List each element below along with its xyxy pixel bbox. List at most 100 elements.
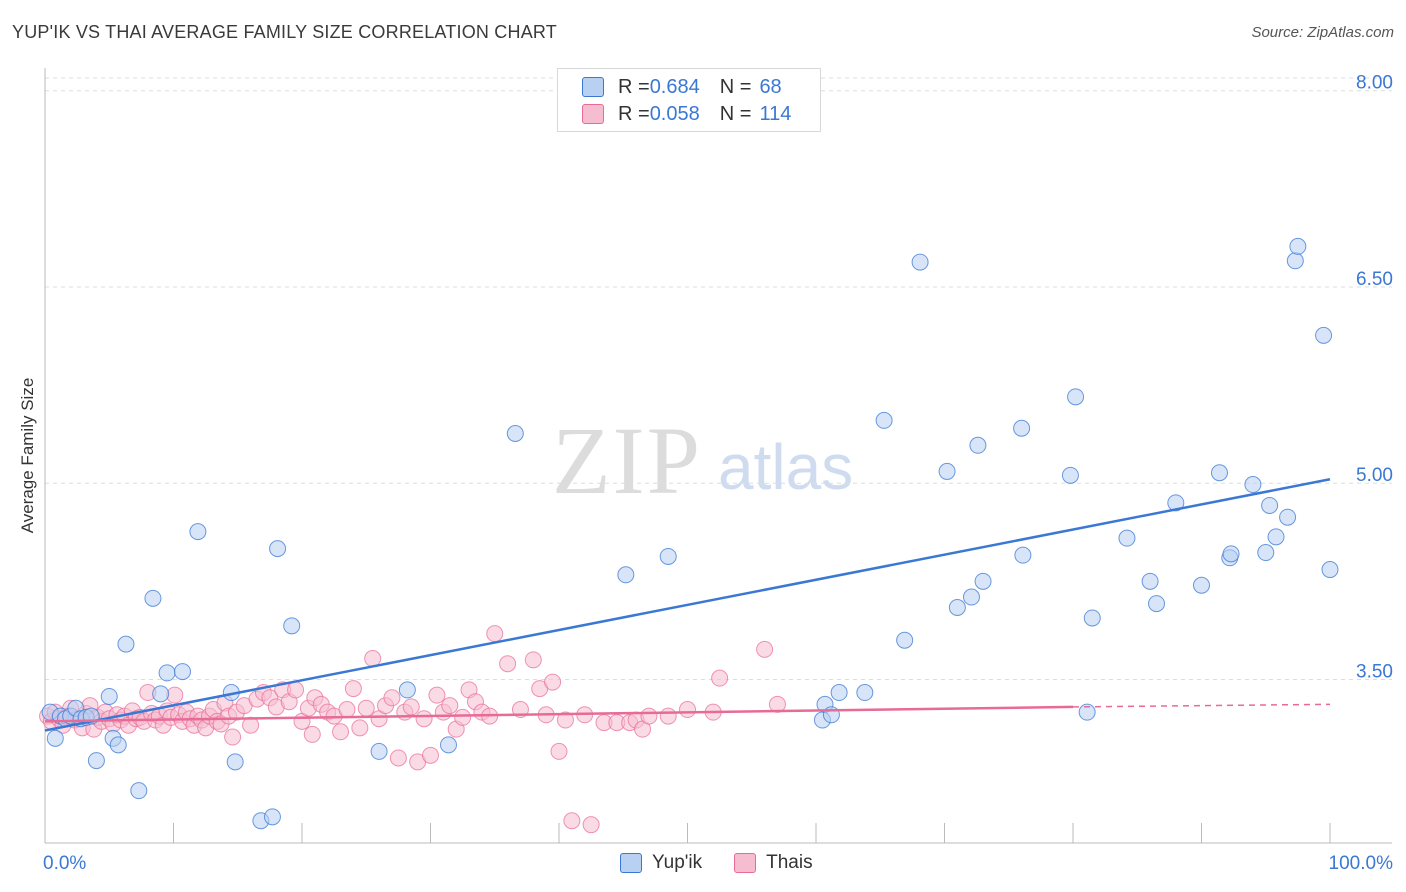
legend-row-thais: R = 0.058 N = 114 (582, 101, 791, 127)
yupik-point (117, 635, 135, 653)
yupik-point (911, 253, 929, 271)
yupik-point (1078, 703, 1096, 721)
yupik-point (152, 685, 170, 703)
yupik-legend-swatch (620, 853, 642, 873)
yupik-point (1286, 252, 1304, 270)
yupik-point (1167, 494, 1185, 512)
thais-point (428, 686, 446, 704)
yupik-swatch (582, 77, 604, 97)
yupik-point (1222, 545, 1240, 563)
trend-lines (44, 478, 1331, 732)
thais-point (224, 728, 242, 746)
yupik-point (856, 684, 874, 702)
yupik-point (1315, 326, 1333, 344)
legend-n-value: 68 (759, 75, 782, 98)
thais-point (524, 651, 542, 669)
thais-point (544, 673, 562, 691)
yupik-point (1244, 476, 1262, 494)
legend-label-thais: Thais (766, 852, 813, 873)
thais-point (303, 725, 321, 743)
yupik-point (1013, 419, 1031, 437)
y-tick-label: 8.00 (1356, 73, 1393, 94)
yupik-point (173, 663, 191, 681)
thais-legend-swatch (734, 853, 757, 873)
correlation-legend: R = 0.684 N = 68 R = 0.058 N = 114 (557, 68, 821, 132)
yupik-point (962, 588, 980, 606)
thais-point (659, 707, 677, 725)
thais-point (640, 707, 658, 725)
yupik-point (226, 753, 244, 771)
thais-point (357, 699, 375, 717)
yupik-point (617, 566, 635, 584)
legend-n-label: N = (719, 75, 752, 98)
thais-point (499, 655, 517, 673)
x-tick-label: 0.0% (43, 853, 86, 874)
watermark-zip: ZIP (552, 407, 702, 514)
thais-point (563, 812, 581, 830)
series-thais (39, 625, 786, 834)
thais-point (287, 681, 305, 699)
yupik-point (830, 684, 848, 702)
series-yupik (41, 237, 1339, 830)
thais-trend-line (44, 705, 1074, 723)
legend-r-value: 0.058 (649, 102, 700, 125)
yupik-point (1279, 508, 1297, 526)
thais-point (556, 711, 574, 729)
thais-point (441, 697, 459, 715)
thais-swatch (582, 104, 604, 124)
legend-n-label: N = (719, 102, 752, 125)
yupik-point (283, 617, 301, 635)
thais-point (344, 680, 362, 698)
yupik-point (969, 436, 987, 454)
series-legend: Yup'ik Thais (620, 852, 845, 874)
thais-point (389, 749, 407, 767)
y-tick-label: 6.50 (1356, 269, 1393, 290)
chart-source: Source: ZipAtlas.com (1251, 24, 1394, 41)
yupik-point (1067, 388, 1085, 406)
yupik-point (144, 589, 162, 607)
legend-item-thais[interactable]: Thais (734, 852, 813, 874)
yupik-point (1148, 595, 1166, 613)
yupik-point (1193, 576, 1210, 594)
yupik-point (87, 752, 105, 770)
legend-item-yupik[interactable]: Yup'ik (620, 852, 702, 874)
x-tick-label: 100.0% (1329, 853, 1394, 874)
thais-point (756, 640, 774, 658)
thais-point (332, 723, 350, 741)
grid-lines (45, 77, 1392, 680)
yupik-point (1257, 544, 1275, 562)
thais-point (351, 719, 369, 737)
thais-point (679, 701, 696, 719)
yupik-point (269, 540, 287, 558)
y-tick-label: 5.00 (1356, 465, 1393, 486)
yupik-trend-line (44, 478, 1331, 732)
watermark-atlas: atlas (718, 431, 854, 503)
yupik-point (1210, 464, 1228, 482)
yupik-point (130, 782, 148, 800)
yupik-point (1118, 529, 1136, 547)
thais-point (582, 816, 600, 834)
thais-point (402, 698, 420, 716)
tick-labels: 3.50 5.00 6.50 8.00 0.0% 100.0% Average Family… (18, 73, 1393, 874)
legend-row-yupik: R = 0.684 N = 68 (582, 74, 782, 100)
yupik-point (189, 523, 207, 541)
thais-point (486, 625, 504, 643)
legend-r-label: R = (618, 75, 650, 98)
yupik-point (1083, 609, 1101, 627)
yupik-point (506, 424, 524, 442)
yupik-point (439, 736, 457, 754)
y-tick-label: 3.50 (1356, 661, 1393, 682)
yupik-point (896, 631, 914, 649)
yupik-point (1261, 496, 1279, 514)
legend-n-value: 114 (759, 102, 792, 125)
legend-r-value: 0.684 (649, 75, 700, 98)
y-axis-label: Average Family Size (18, 378, 37, 534)
yupik-point (875, 411, 893, 429)
yupik-point (974, 572, 992, 590)
yupik-point (100, 687, 118, 705)
thais-point (166, 686, 184, 704)
yupik-point (398, 681, 416, 699)
thais-point (383, 689, 401, 707)
yupik-point (938, 462, 956, 480)
yupik-point (158, 664, 176, 682)
